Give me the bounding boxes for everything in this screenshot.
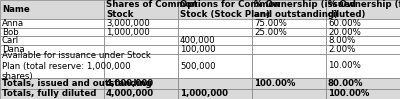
Text: 2.00%: 2.00% xyxy=(328,45,355,54)
FancyBboxPatch shape xyxy=(104,19,178,28)
FancyBboxPatch shape xyxy=(178,89,252,99)
FancyBboxPatch shape xyxy=(326,54,400,78)
Text: 75.00%: 75.00% xyxy=(254,19,287,28)
Text: Name: Name xyxy=(2,5,30,14)
FancyBboxPatch shape xyxy=(326,45,400,54)
Text: Carl: Carl xyxy=(2,36,19,45)
FancyBboxPatch shape xyxy=(0,78,104,89)
Text: Bob: Bob xyxy=(2,28,19,37)
Text: 1,000,000: 1,000,000 xyxy=(106,28,150,37)
FancyBboxPatch shape xyxy=(104,0,178,19)
FancyBboxPatch shape xyxy=(0,0,104,19)
Text: 100,000: 100,000 xyxy=(180,45,216,54)
FancyBboxPatch shape xyxy=(0,36,104,45)
FancyBboxPatch shape xyxy=(178,78,252,89)
Text: 10.00%: 10.00% xyxy=(328,61,361,70)
FancyBboxPatch shape xyxy=(104,89,178,99)
Text: 4,000,000: 4,000,000 xyxy=(106,89,154,98)
Text: 8.00%: 8.00% xyxy=(328,36,355,45)
FancyBboxPatch shape xyxy=(0,89,104,99)
FancyBboxPatch shape xyxy=(104,36,178,45)
FancyBboxPatch shape xyxy=(252,19,326,28)
FancyBboxPatch shape xyxy=(104,28,178,36)
FancyBboxPatch shape xyxy=(178,36,252,45)
FancyBboxPatch shape xyxy=(326,89,400,99)
FancyBboxPatch shape xyxy=(252,89,326,99)
FancyBboxPatch shape xyxy=(104,78,178,89)
Text: % Ownership (fully
diluted): % Ownership (fully diluted) xyxy=(328,0,400,19)
FancyBboxPatch shape xyxy=(326,0,400,19)
FancyBboxPatch shape xyxy=(252,45,326,54)
FancyBboxPatch shape xyxy=(326,19,400,28)
Text: 100.00%: 100.00% xyxy=(254,79,295,88)
FancyBboxPatch shape xyxy=(252,78,326,89)
FancyBboxPatch shape xyxy=(252,36,326,45)
FancyBboxPatch shape xyxy=(326,36,400,45)
FancyBboxPatch shape xyxy=(178,45,252,54)
FancyBboxPatch shape xyxy=(178,28,252,36)
Text: Anna: Anna xyxy=(2,19,24,28)
FancyBboxPatch shape xyxy=(104,54,178,78)
Text: 25.00%: 25.00% xyxy=(254,28,287,37)
FancyBboxPatch shape xyxy=(0,45,104,54)
Text: Options for Common
Stock (Stock Plan): Options for Common Stock (Stock Plan) xyxy=(180,0,280,19)
FancyBboxPatch shape xyxy=(252,28,326,36)
FancyBboxPatch shape xyxy=(104,45,178,54)
FancyBboxPatch shape xyxy=(0,19,104,28)
Text: 1,000,000: 1,000,000 xyxy=(180,89,228,98)
FancyBboxPatch shape xyxy=(252,54,326,78)
Text: 100.00%: 100.00% xyxy=(328,89,369,98)
Text: 80.00%: 80.00% xyxy=(328,79,364,88)
Text: Dana: Dana xyxy=(2,45,25,54)
Text: 60.00%: 60.00% xyxy=(328,19,361,28)
Text: 500,000: 500,000 xyxy=(180,61,216,70)
FancyBboxPatch shape xyxy=(0,54,104,78)
FancyBboxPatch shape xyxy=(0,28,104,36)
FancyBboxPatch shape xyxy=(178,19,252,28)
FancyBboxPatch shape xyxy=(178,0,252,19)
Text: Shares of Common
Stock: Shares of Common Stock xyxy=(106,0,198,19)
Text: 400,000: 400,000 xyxy=(180,36,216,45)
FancyBboxPatch shape xyxy=(326,28,400,36)
Text: 20.00%: 20.00% xyxy=(328,28,361,37)
Text: 3,000,000: 3,000,000 xyxy=(106,19,150,28)
Text: % Ownership (issued
and outstanding): % Ownership (issued and outstanding) xyxy=(254,0,356,19)
Text: 4,000,000: 4,000,000 xyxy=(106,79,154,88)
FancyBboxPatch shape xyxy=(252,0,326,19)
Text: Totals, fully diluted: Totals, fully diluted xyxy=(2,89,96,98)
FancyBboxPatch shape xyxy=(326,78,400,89)
Text: Available for issuance under Stock
Plan (total reserve: 1,000,000
shares): Available for issuance under Stock Plan … xyxy=(2,51,151,81)
Text: Totals, issued and outstanding: Totals, issued and outstanding xyxy=(2,79,152,88)
FancyBboxPatch shape xyxy=(178,54,252,78)
